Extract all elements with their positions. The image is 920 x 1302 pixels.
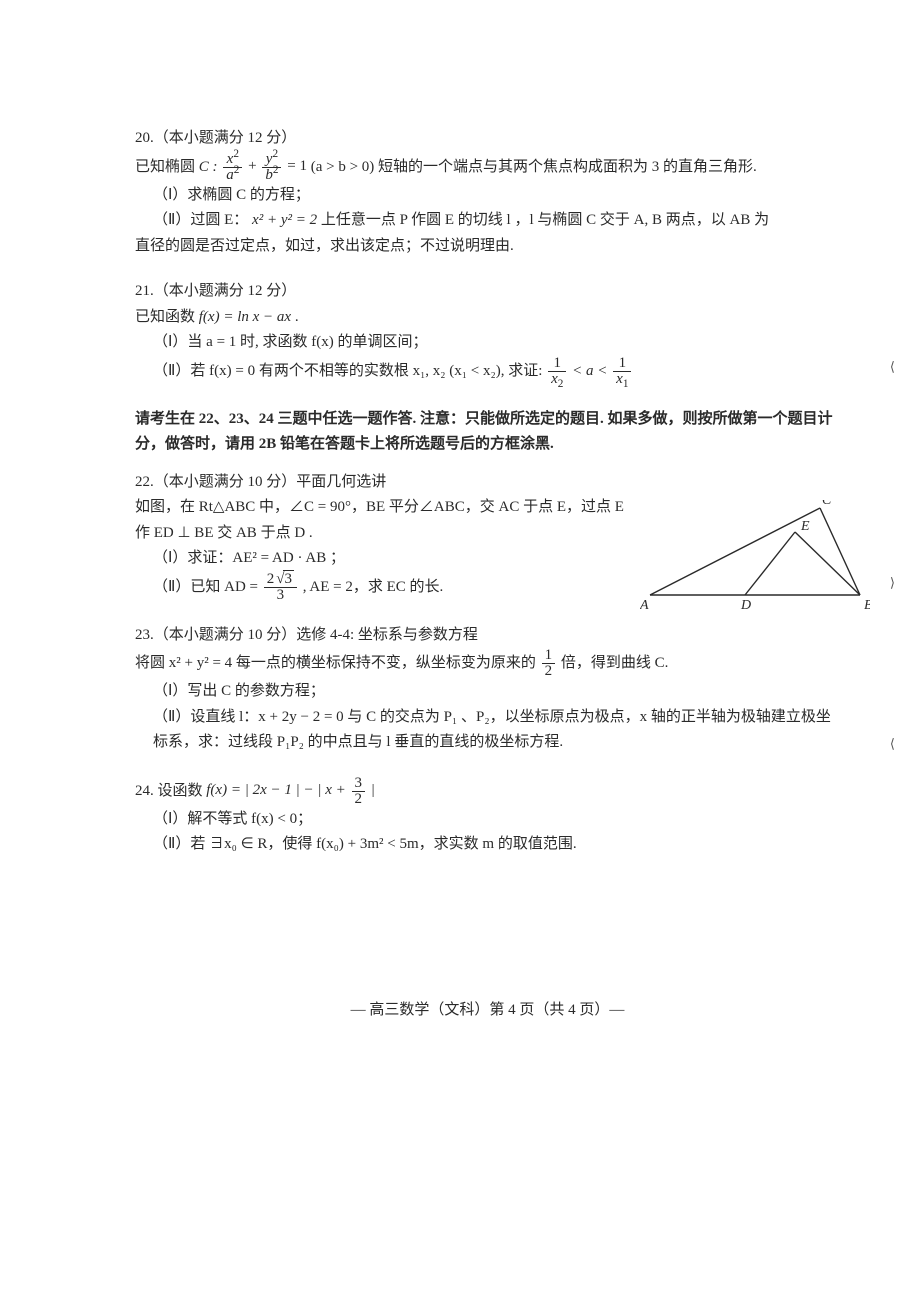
q20-ellipse-label: C : — [199, 158, 222, 174]
q21-stem-pre: 已知函数 — [135, 309, 199, 325]
q23-header: 23.（本小题满分 10 分）选修 4-4: 坐标系与参数方程 — [135, 623, 840, 649]
q20-part2-line1: （Ⅱ）过圆 E： x² + y² = 2 上任意一点 P 作圆 E 的切线 l … — [135, 208, 840, 234]
q21-ineq-right: 1x1 — [611, 362, 633, 378]
q21-fx: f(x) = ln x − ax — [199, 309, 291, 325]
margin-mark-2: ⟩ — [890, 572, 895, 594]
svg-text:D: D — [740, 598, 751, 610]
q22-p2-pre: （Ⅱ）已知 AD = — [153, 578, 262, 594]
margin-mark-3: ⟨ — [890, 733, 895, 755]
q24-part1: （Ⅰ）解不等式 f(x) < 0； — [135, 807, 840, 833]
q21-ineq-mid: < a < — [572, 362, 611, 378]
q20-body: 已知椭圆 C : x2a2 + y2b2 = 1 (a > b > 0) 短轴的… — [135, 152, 840, 260]
q20-part1: （Ⅰ）求椭圆 C 的方程； — [135, 183, 840, 209]
q23-part1: （Ⅰ）写出 C 的参数方程； — [135, 679, 840, 705]
q24-part2: （Ⅱ）若 ∃x₀ ∈ R，使得 f(x₀) + 3m² < 5m，求实数 m 的… — [135, 832, 840, 858]
svg-text:C: C — [822, 500, 832, 508]
svg-text:A: A — [640, 598, 649, 610]
choice-instructions: 请考生在 22、23、24 三题中任选一题作答. 注意：只能做所选定的题目. 如… — [135, 407, 840, 458]
q20-p2-pre: （Ⅱ）过圆 E： — [153, 212, 248, 228]
q22-p2-mid: , AE = 2，求 EC 的长. — [303, 578, 444, 594]
q20-part2-line2: 直径的圆是否过定点，如过，求出该定点；不过说明理由. — [135, 234, 840, 260]
q21-part2: （Ⅱ）若 f(x) = 0 有两个不相等的实数根 x₁, x₂ (x₁ < x₂… — [135, 356, 840, 387]
q24-header-pre: 24. 设函数 — [135, 782, 206, 798]
triangle-figure: A B C E D — [640, 500, 870, 610]
q20-stem-post: 短轴的一个端点与其两个焦点构成面积为 3 的直角三角形. — [378, 158, 757, 174]
q20-p2-circle: x² + y² = 2 — [252, 212, 317, 228]
q24-fx: f(x) = | 2x − 1 | − | x + 32 | — [206, 782, 375, 798]
q21-stem-post: . — [295, 309, 299, 325]
q22-ad-frac: 233 — [262, 578, 303, 594]
q23-stem-post: 倍，得到曲线 C. — [561, 655, 669, 671]
q21-ineq: 1x2 — [546, 362, 572, 378]
page-footer: — 高三数学（文科）第 4 页（共 4 页）— — [135, 998, 840, 1024]
svg-text:E: E — [800, 519, 810, 534]
q20-p2-mid: 上任意一点 P 作圆 E 的切线 l ，l 与椭圆 C 交于 A, B 两点，以… — [321, 212, 769, 228]
q23-half: 12 — [540, 655, 561, 671]
q24-header: 24. 设函数 f(x) = | 2x − 1 | − | x + 32 | — [135, 776, 840, 807]
q20-stem-pre: 已知椭圆 — [135, 158, 195, 174]
q20-header: 20.（本小题满分 12 分） — [135, 126, 840, 152]
exam-page: 20.（本小题满分 12 分） 已知椭圆 C : x2a2 + y2b2 = 1… — [0, 0, 920, 1083]
question-24: 24. 设函数 f(x) = | 2x − 1 | − | x + 32 | （… — [135, 776, 840, 858]
question-20: 20.（本小题满分 12 分） 已知椭圆 C : x2a2 + y2b2 = 1… — [135, 126, 840, 259]
question-22: 22.（本小题满分 10 分）平面几何选讲 如图，在 Rt△ABC 中，∠C =… — [135, 470, 840, 603]
q21-header: 21.（本小题满分 12 分） — [135, 279, 840, 305]
q20-cond: (a > b > 0) — [311, 158, 375, 174]
q21-p2-pre: （Ⅱ）若 f(x) = 0 有两个不相等的实数根 x₁, x₂ (x₁ < x₂… — [153, 362, 546, 378]
svg-text:B: B — [864, 598, 870, 610]
q23-stem-pre: 将圆 x² + y² = 4 每一点的横坐标保持不变，纵坐标变为原来的 — [135, 655, 540, 671]
question-21: 21.（本小题满分 12 分） 已知函数 f(x) = ln x − ax . … — [135, 279, 840, 387]
q22-header: 22.（本小题满分 10 分）平面几何选讲 — [135, 470, 840, 496]
margin-mark-1: ⟨ — [890, 356, 895, 378]
q21-stem: 已知函数 f(x) = ln x − ax . — [135, 305, 840, 331]
question-23: 23.（本小题满分 10 分）选修 4-4: 坐标系与参数方程 将圆 x² + … — [135, 623, 840, 756]
q23-part2: （Ⅱ）设直线 l：x + 2y − 2 = 0 与 C 的交点为 P₁ 、P₂，… — [135, 705, 840, 756]
q20-stem: 已知椭圆 C : x2a2 + y2b2 = 1 (a > b > 0) 短轴的… — [135, 152, 840, 183]
q20-ellipse-eq: x2a2 + y2b2 = 1 — [221, 158, 310, 174]
q21-part1: （Ⅰ）当 a = 1 时, 求函数 f(x) 的单调区间； — [135, 330, 840, 356]
q23-stem: 将圆 x² + y² = 4 每一点的横坐标保持不变，纵坐标变为原来的 12 倍… — [135, 648, 840, 679]
